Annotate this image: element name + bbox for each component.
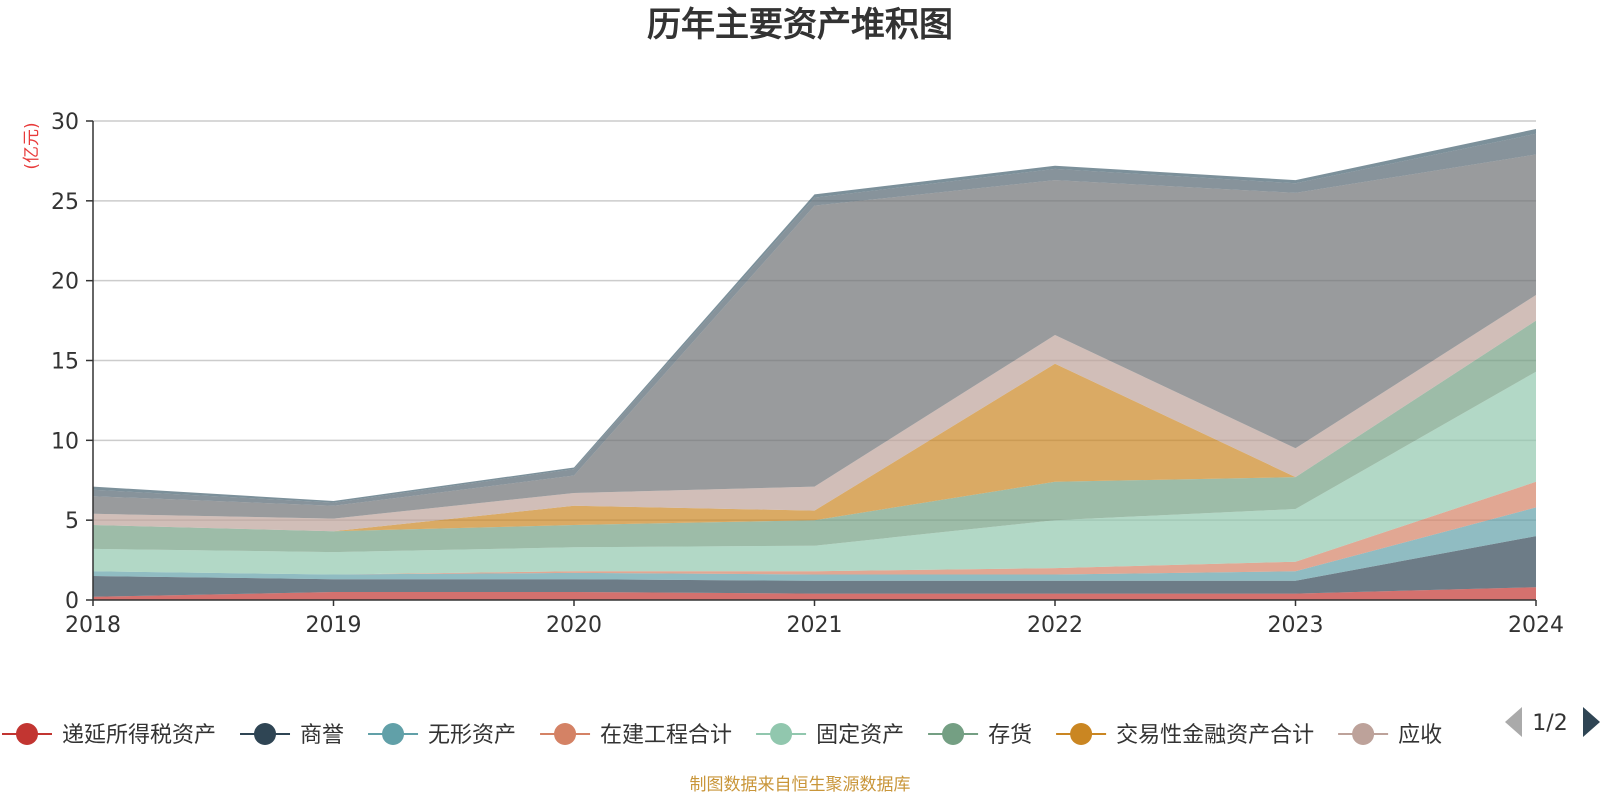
- legend-label: 无形资产: [428, 723, 516, 748]
- legend-label: 递延所得税资产: [62, 723, 216, 748]
- legend-label: 存货: [988, 723, 1032, 748]
- y-tick-label: 25: [51, 190, 79, 215]
- axes: 0 5 10 15 20 25 30 2018 2019 2020 2021 2022 2023 2024: [51, 110, 1564, 638]
- legend-label: 交易性金融资产合计: [1116, 723, 1314, 748]
- y-axis-unit-label: (亿元): [22, 122, 42, 169]
- area-series-10: [93, 133, 1536, 506]
- area-series-6: [93, 320, 1536, 553]
- area-series-7: [93, 320, 1536, 532]
- legend-swatch-marker: [16, 723, 38, 745]
- x-tick-label: 2018: [65, 613, 121, 638]
- legend-prev-icon[interactable]: [1505, 707, 1522, 737]
- legend-swatch-marker: [554, 723, 577, 745]
- legend-swatch-marker: [254, 723, 277, 745]
- area-series-3: [93, 507, 1536, 581]
- y-tick-label: 15: [51, 350, 79, 375]
- x-tick-label: 2024: [1508, 613, 1564, 638]
- source-note: 制图数据来自恒生聚源数据库: [690, 775, 911, 795]
- legend-item[interactable]: 应收: [1338, 723, 1442, 748]
- chart-title: 历年主要资产堆积图: [647, 5, 953, 45]
- legend-item[interactable]: 商誉: [240, 723, 344, 748]
- legend-swatch-marker: [1352, 723, 1375, 745]
- x-tick-label: 2021: [787, 613, 843, 638]
- x-tick-label: 2023: [1268, 613, 1324, 638]
- legend-label: 在建工程合计: [600, 723, 732, 748]
- y-tick-label: 0: [65, 589, 79, 614]
- legend-swatch-marker: [1070, 723, 1093, 745]
- x-tick-label: 2022: [1027, 613, 1083, 638]
- area-series-2: [93, 536, 1536, 597]
- legend-item[interactable]: 递延所得税资产: [2, 723, 216, 748]
- legend: 递延所得税资产 商誉 无形资产 在建工程合计 固定资产 存货 交易性金融资产合计 应收: [2, 723, 1442, 748]
- area-series-5: [93, 371, 1536, 575]
- x-tick-label: 2020: [546, 613, 602, 638]
- legend-label: 商誉: [300, 723, 344, 748]
- legend-item[interactable]: 无形资产: [368, 723, 516, 748]
- legend-item[interactable]: 在建工程合计: [540, 723, 732, 748]
- y-tick-label: 30: [51, 110, 79, 135]
- legend-item[interactable]: 交易性金融资产合计: [1056, 723, 1314, 748]
- legend-swatch-marker: [770, 723, 793, 745]
- legend-label: 应收: [1398, 723, 1442, 748]
- legend-page-indicator: 1/2: [1532, 711, 1567, 736]
- legend-next-icon[interactable]: [1583, 707, 1600, 737]
- legend-pager: 1/2: [1505, 707, 1600, 737]
- area-series: [93, 129, 1536, 600]
- x-tick-label: 2019: [306, 613, 362, 638]
- y-tick-label: 5: [65, 509, 79, 534]
- legend-items: 递延所得税资产 商誉 无形资产 在建工程合计 固定资产 存货 交易性金融资产合计 应收: [2, 723, 1442, 748]
- legend-swatch-marker: [942, 723, 965, 745]
- legend-label: 固定资产: [816, 723, 904, 748]
- area-series-9: [93, 154, 1536, 519]
- legend-item[interactable]: 固定资产: [756, 723, 904, 748]
- y-tick-label: 20: [51, 270, 79, 295]
- y-tick-label: 10: [51, 429, 79, 454]
- legend-item[interactable]: 存货: [928, 723, 1032, 748]
- legend-swatch-marker: [382, 723, 405, 745]
